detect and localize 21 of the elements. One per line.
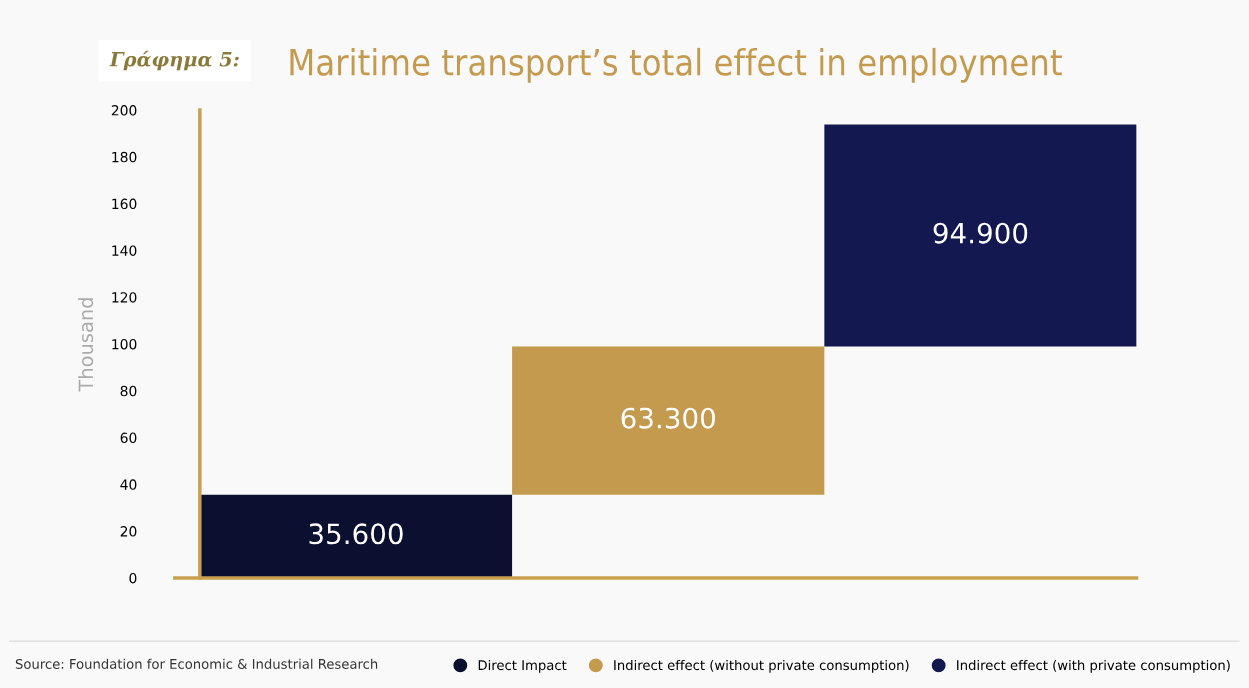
y-tick-label: 20	[120, 526, 137, 537]
y-tick-label: 0	[129, 572, 137, 584]
data-label: 94.900	[933, 222, 1028, 244]
y-tick-label: 120	[112, 292, 137, 303]
y-tick-label: 40	[120, 479, 137, 490]
y-tick-label: 80	[120, 385, 137, 397]
legend-label: Direct Impact	[478, 659, 567, 673]
y-tick-label: 100	[112, 338, 137, 350]
y-tick-label: 60	[120, 432, 137, 444]
source-note: Source: Foundation for Economic & Industrial Research	[15, 658, 378, 669]
legend-label: Indirect effect (without private consumption)	[614, 659, 909, 673]
y-tick-label: 160	[112, 198, 137, 210]
legend-label: Indirect effect (with private consumption)	[957, 659, 1230, 673]
y-axis-title: Thousand	[78, 298, 94, 392]
y-tick-label: 140	[112, 245, 137, 256]
data-label: 63.300	[621, 407, 715, 429]
y-tick-label: 200	[111, 105, 137, 116]
chart-title: Maritime transport’s total effect in employment	[290, 47, 1062, 83]
text: Γράφημα 5:	[109, 50, 239, 71]
data-label: 35.600	[309, 523, 403, 545]
y-tick-label: 180	[112, 151, 137, 163]
